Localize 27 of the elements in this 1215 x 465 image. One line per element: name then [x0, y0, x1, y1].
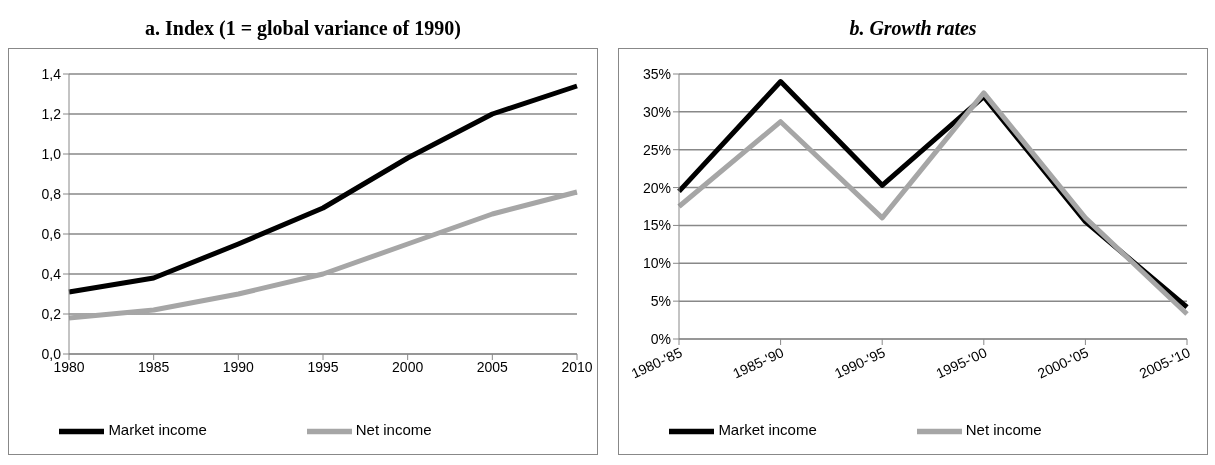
y-tick-label: 1,4: [41, 65, 62, 82]
chart-title: b. Growth rates: [848, 16, 978, 41]
y-tick-label: 0%: [650, 330, 671, 347]
y-tick-label: 0,4: [41, 265, 62, 282]
y-tick-label: 35%: [642, 65, 671, 82]
legend-label: Market income: [108, 421, 207, 439]
y-tick-label: 20%: [642, 179, 671, 196]
x-tick-label: 1985: [138, 358, 170, 375]
x-tick-label: 2000: [392, 358, 424, 375]
y-tick-label: 1,0: [41, 145, 62, 162]
y-tick-label: 10%: [642, 255, 671, 272]
x-tick-label: 1990: [222, 358, 255, 375]
y-tick-label: 0,8: [41, 185, 62, 202]
y-tick-label: 5%: [650, 293, 671, 310]
y-tick-label: 25%: [642, 141, 671, 158]
legend-label: Market income: [718, 421, 817, 439]
x-tick-label: 1995: [307, 358, 339, 375]
y-tick-label: 1,2: [41, 105, 62, 122]
y-tick-label: 0,6: [41, 225, 62, 242]
y-tick-label: 30%: [642, 103, 671, 120]
x-tick-label: 2005: [476, 358, 509, 375]
y-tick-label: 15%: [642, 217, 671, 234]
chart-title: a. Index (1 = global variance of 1990): [144, 16, 462, 42]
y-tick-label: 0,2: [41, 305, 62, 322]
x-tick-label: 2010: [561, 358, 593, 375]
legend-label: Net income: [965, 421, 1042, 439]
legend-label: Net income: [355, 421, 432, 439]
